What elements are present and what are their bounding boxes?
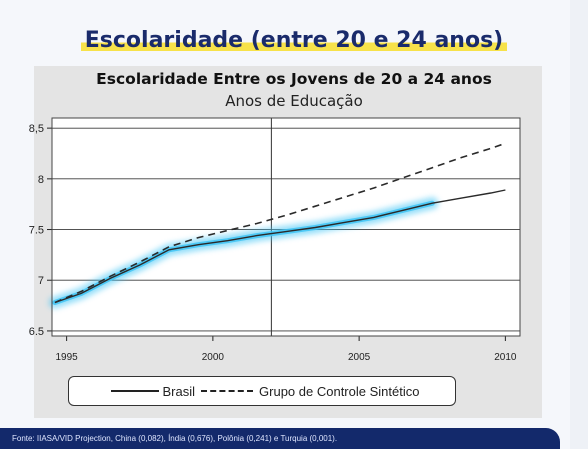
y-tick-label: 8,5 bbox=[29, 123, 44, 135]
series-synthetic-control-line bbox=[54, 142, 506, 304]
chart-legend: Brasil Grupo de Controle Sintético bbox=[68, 376, 456, 406]
x-tick-label: 2010 bbox=[494, 352, 517, 363]
x-tick-label: 1995 bbox=[56, 352, 79, 363]
series-brasil-line bbox=[54, 189, 506, 304]
chart-subtitle: Anos de Educação bbox=[225, 92, 363, 110]
plot-frame bbox=[51, 117, 521, 337]
chart-title: Escolaridade Entre os Jovens de 20 a 24 … bbox=[96, 70, 492, 88]
source-footer: Fonte: IIASA/VID Projection, China (0,08… bbox=[0, 428, 560, 449]
y-tick-label: 8 bbox=[38, 174, 44, 186]
y-tick-label: 6.5 bbox=[29, 326, 44, 338]
y-tick-label: 7.5 bbox=[29, 225, 44, 237]
x-tick-label: 2005 bbox=[348, 352, 371, 363]
legend-label-synthetic-control: Grupo de Controle Sintético bbox=[259, 383, 420, 399]
slide-headline: Escolaridade (entre 20 e 24 anos) bbox=[0, 28, 588, 53]
legend-swatch-solid bbox=[110, 390, 159, 392]
legend-label-brasil: Brasil bbox=[162, 383, 196, 399]
legend-swatch-dashed bbox=[201, 390, 254, 392]
y-tick-label: 7 bbox=[38, 275, 44, 287]
x-tick-label: 2000 bbox=[202, 352, 225, 363]
slide-edge bbox=[570, 0, 588, 449]
